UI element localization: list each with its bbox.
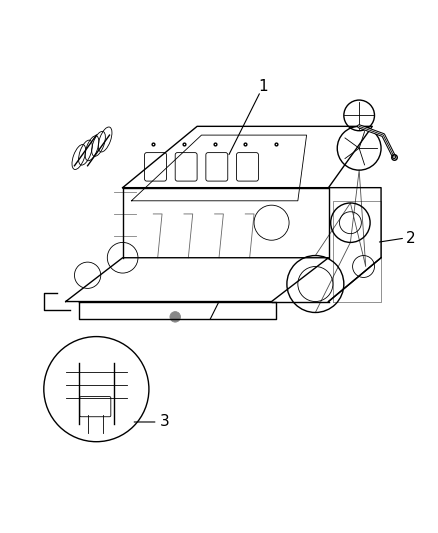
Text: 3: 3	[159, 415, 169, 430]
Text: 1: 1	[258, 78, 268, 94]
Circle shape	[170, 312, 180, 322]
Text: 2: 2	[406, 231, 416, 246]
